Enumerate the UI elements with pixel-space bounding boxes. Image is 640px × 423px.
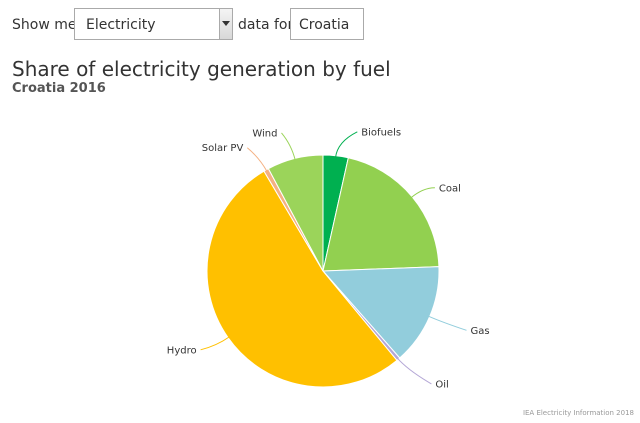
country-field[interactable]: Croatia xyxy=(290,8,364,40)
slice-label-wind: Wind xyxy=(252,128,277,139)
controls-bar: Show me Electricity data for Croatia xyxy=(0,0,640,50)
data-for-label: data for xyxy=(238,17,294,33)
leader-line-wind xyxy=(281,132,296,161)
leader-line-gas xyxy=(427,315,467,331)
show-me-label: Show me xyxy=(12,17,77,33)
leader-line-biofuels xyxy=(335,131,358,158)
country-value: Croatia xyxy=(299,17,350,33)
source-credit: IEA Electricity Information 2018 xyxy=(522,409,634,417)
slice-label-gas: Gas xyxy=(471,326,490,337)
leader-line-solar-pv xyxy=(246,147,268,172)
leader-line-oil xyxy=(396,357,432,385)
energy-type-select-value: Electricity xyxy=(86,17,156,33)
chart-title: Share of electricity generation by fuel xyxy=(12,57,391,81)
leader-line-coal xyxy=(410,187,435,199)
slice-label-oil: Oil xyxy=(435,379,448,390)
slice-label-biofuels: Biofuels xyxy=(361,127,401,138)
energy-type-select[interactable]: Electricity xyxy=(74,8,233,40)
slice-label-solar-pv: Solar PV xyxy=(202,143,244,154)
chart-subtitle: Croatia 2016 xyxy=(12,81,106,96)
leader-line-hydro xyxy=(200,336,230,351)
dropdown-arrow-icon[interactable] xyxy=(219,9,232,39)
slice-label-coal: Coal xyxy=(439,183,461,194)
slice-label-hydro: Hydro xyxy=(167,345,197,356)
